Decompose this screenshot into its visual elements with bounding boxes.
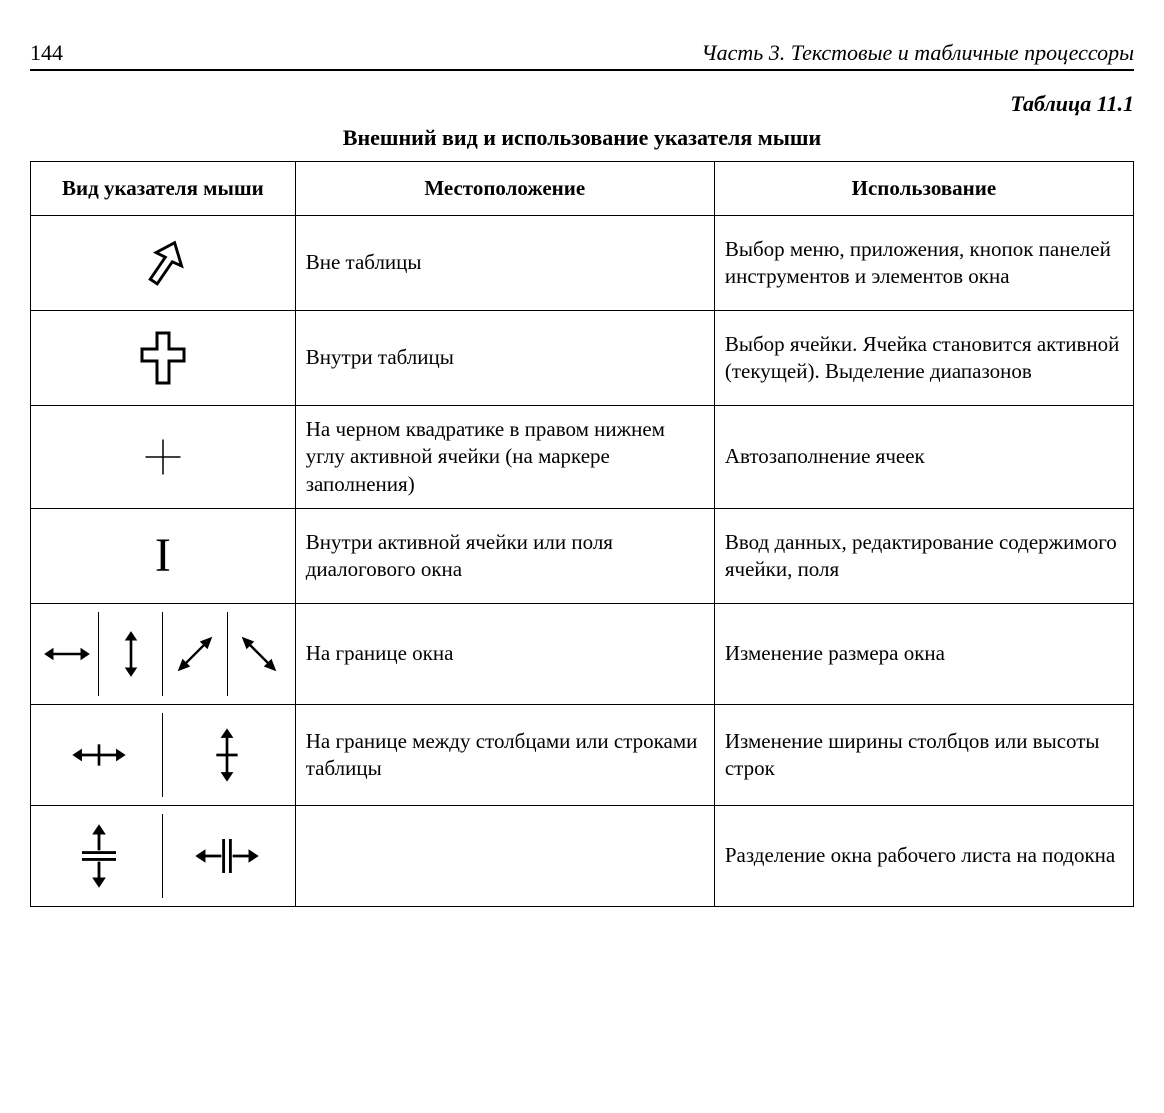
cursor-icon-cell bbox=[31, 603, 296, 704]
table-row: I Внутри активной ячейки или поля диалог… bbox=[31, 508, 1134, 603]
resize-horizontal-icon bbox=[41, 634, 93, 674]
usage-cell: Автозаполнение ячеек bbox=[714, 406, 1133, 509]
cursor-icon-cell: I bbox=[31, 508, 296, 603]
resize-vertical-icon bbox=[111, 628, 151, 680]
page-number: 144 bbox=[30, 40, 63, 66]
col-header-cursor: Вид указателя мыши bbox=[31, 162, 296, 216]
table-row: Вне таблицы Выбор меню, приложения, кноп… bbox=[31, 216, 1134, 311]
usage-cell: Выбор меню, приложения, кнопок панелей и… bbox=[714, 216, 1133, 311]
usage-cell: Разделение окна рабочего листа на подокн… bbox=[714, 805, 1133, 906]
col-header-usage: Использование bbox=[714, 162, 1133, 216]
table-title: Внешний вид и использование указателя мы… bbox=[30, 125, 1134, 151]
col-header-location: Местоположение bbox=[295, 162, 714, 216]
table-row: На границе окна Изменение размера окна bbox=[31, 603, 1134, 704]
table-row: На границе между столбцами или строками … bbox=[31, 704, 1134, 805]
location-cell: Внутри таблицы bbox=[295, 311, 714, 406]
location-cell: Внутри активной ячейки или поля диалогов… bbox=[295, 508, 714, 603]
arrow-ne-icon bbox=[134, 234, 192, 292]
usage-cell: Изменение размера окна bbox=[714, 603, 1133, 704]
table-row: Внутри таблицы Выбор ячейки. Ячейка стан… bbox=[31, 311, 1134, 406]
usage-cell: Ввод данных, редактирование содержимого … bbox=[714, 508, 1133, 603]
table-row: На черном квадратике в правом нижнем угл… bbox=[31, 406, 1134, 509]
row-resize-icon bbox=[203, 723, 251, 787]
resize-diagonal-nw-icon bbox=[235, 630, 283, 678]
cursor-icon-cell bbox=[31, 216, 296, 311]
cursor-table: Вид указателя мыши Местоположение Исполь… bbox=[30, 161, 1134, 907]
usage-cell: Выбор ячейки. Ячейка становится активной… bbox=[714, 311, 1133, 406]
cursor-icon-cell bbox=[31, 311, 296, 406]
table-header-row: Вид указателя мыши Местоположение Исполь… bbox=[31, 162, 1134, 216]
table-number-label: Таблица 11.1 bbox=[30, 91, 1134, 117]
location-cell: На черном квадратике в правом нижнем угл… bbox=[295, 406, 714, 509]
location-cell: На границе окна bbox=[295, 603, 714, 704]
thin-plus-icon bbox=[138, 432, 188, 482]
column-resize-icon bbox=[67, 731, 131, 779]
i-beam-icon: I bbox=[155, 529, 171, 582]
table-row: Разделение окна рабочего листа на подокн… bbox=[31, 805, 1134, 906]
cross-outline-icon bbox=[138, 329, 188, 387]
location-cell bbox=[295, 805, 714, 906]
cursor-icon-cell bbox=[31, 805, 296, 906]
resize-diagonal-ne-icon bbox=[171, 630, 219, 678]
cursor-icon-cell bbox=[31, 704, 296, 805]
usage-cell: Изменение ширины столбцов или высоты стр… bbox=[714, 704, 1133, 805]
location-cell: Вне таблицы bbox=[295, 216, 714, 311]
split-vertical-icon bbox=[193, 828, 261, 884]
split-horizontal-icon bbox=[71, 822, 127, 890]
location-cell: На границе между столбцами или строками … bbox=[295, 704, 714, 805]
page-header: 144 Часть 3. Текстовые и табличные проце… bbox=[30, 40, 1134, 71]
cursor-icon-cell bbox=[31, 406, 296, 509]
chapter-title: Часть 3. Текстовые и табличные процессор… bbox=[701, 40, 1134, 66]
